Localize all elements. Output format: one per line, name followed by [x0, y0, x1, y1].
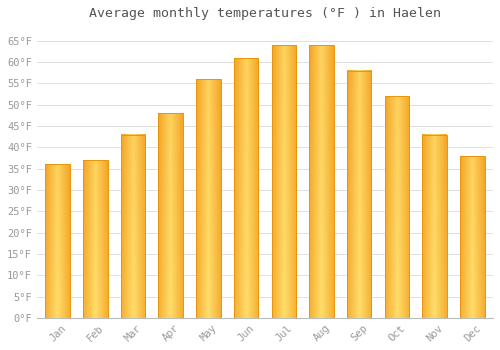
Bar: [234, 58, 258, 318]
Bar: [460, 156, 484, 318]
Bar: [309, 45, 334, 318]
Bar: [384, 96, 409, 318]
Bar: [120, 135, 145, 318]
Bar: [158, 113, 183, 318]
Bar: [83, 160, 108, 318]
Bar: [196, 79, 220, 318]
Bar: [347, 71, 372, 318]
Bar: [422, 135, 447, 318]
Title: Average monthly temperatures (°F ) in Haelen: Average monthly temperatures (°F ) in Ha…: [89, 7, 441, 20]
Bar: [272, 45, 296, 318]
Bar: [46, 164, 70, 318]
